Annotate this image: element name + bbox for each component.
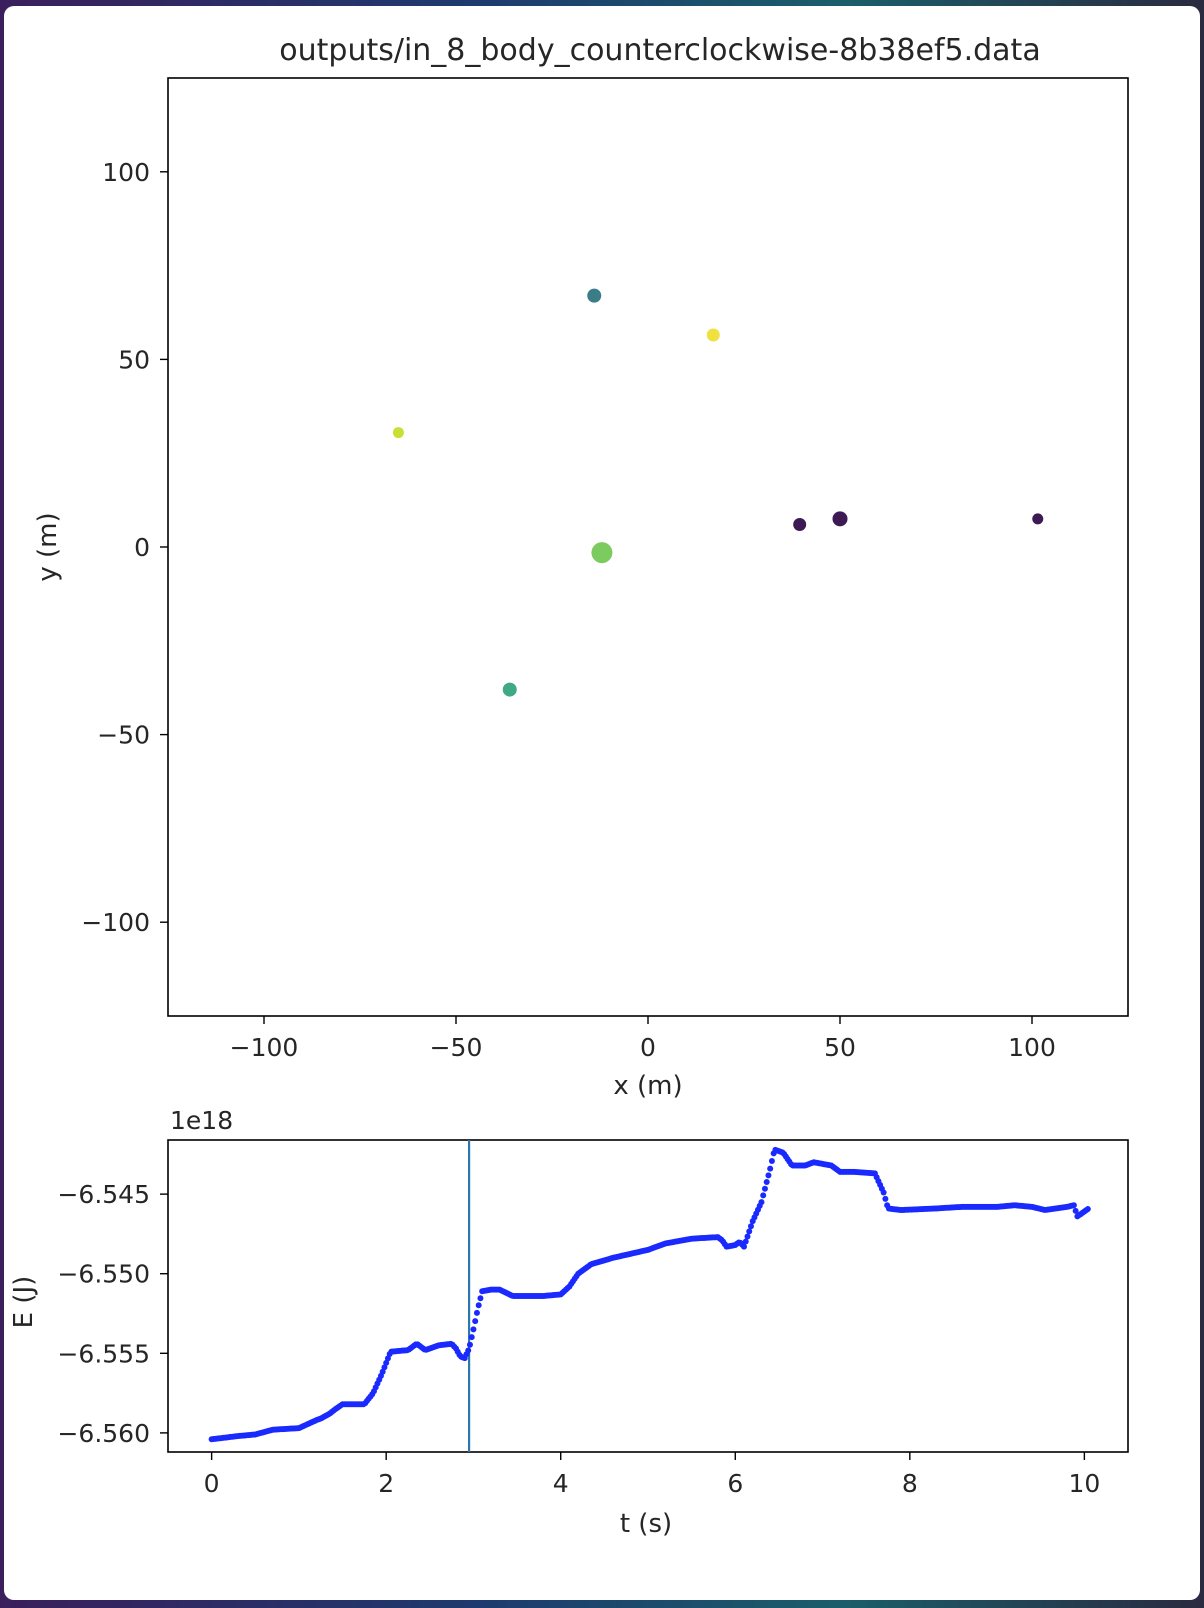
energy-point bbox=[477, 1295, 484, 1302]
energy-point bbox=[746, 1228, 753, 1235]
energy-point bbox=[1084, 1206, 1091, 1213]
x-tick-label: 6 bbox=[727, 1469, 743, 1498]
energy-point bbox=[1070, 1202, 1077, 1209]
y-tick-label: −6.550 bbox=[57, 1260, 150, 1289]
x-tick-label: 10 bbox=[1068, 1469, 1100, 1498]
energy-point bbox=[768, 1158, 775, 1165]
positions-axes-frame bbox=[167, 77, 1129, 1017]
positions-y-ticks: 100 50 0 −50 −100 bbox=[81, 158, 168, 937]
energy-point bbox=[767, 1165, 774, 1172]
x-tick-label: 4 bbox=[553, 1469, 569, 1498]
energy-point bbox=[475, 1302, 482, 1309]
energy-point bbox=[763, 1179, 770, 1186]
figure-canvas: outputs/in_8_body_counterclockwise-8b38e… bbox=[9, 33, 1129, 1539]
energy-offset-label: 1e18 bbox=[170, 1106, 233, 1135]
energy-x-ticks: 0 2 4 6 8 10 bbox=[204, 1452, 1100, 1498]
y-tick-label: −6.560 bbox=[57, 1419, 150, 1448]
energy-y-ticks: −6.545 −6.550 −6.555 −6.560 bbox=[57, 1180, 168, 1448]
x-tick-label: 2 bbox=[378, 1469, 394, 1498]
energy-point bbox=[747, 1223, 754, 1230]
body-point-6 bbox=[1032, 513, 1044, 525]
body-point-8 bbox=[502, 682, 517, 697]
energy-point bbox=[465, 1347, 472, 1354]
positions-points bbox=[392, 288, 1044, 697]
energy-plot: 1e18 0 2 4 6 8 10 −6.545 −6.550 −6.555 −6.560 t … bbox=[9, 1106, 1129, 1539]
x-tick-label: 8 bbox=[902, 1469, 918, 1498]
energy-x-axis-label: t (s) bbox=[620, 1509, 672, 1539]
energy-point bbox=[1072, 1207, 1079, 1214]
y-tick-label: 50 bbox=[118, 345, 150, 374]
body-point-2 bbox=[706, 328, 720, 342]
energy-point bbox=[761, 1185, 768, 1192]
energy-axes-frame bbox=[167, 1139, 1129, 1453]
y-tick-label: −100 bbox=[81, 908, 150, 937]
energy-point bbox=[765, 1172, 772, 1179]
energy-point bbox=[472, 1318, 479, 1325]
plot-title: outputs/in_8_body_counterclockwise-8b38e… bbox=[279, 33, 1040, 68]
y-tick-label: 100 bbox=[102, 158, 150, 187]
x-tick-label: 100 bbox=[1008, 1033, 1056, 1062]
energy-point bbox=[882, 1195, 889, 1202]
x-tick-label: 50 bbox=[824, 1033, 856, 1062]
energy-y-axis-label: E (J) bbox=[9, 1276, 39, 1329]
positions-x-axis-label: x (m) bbox=[613, 1071, 682, 1101]
energy-point bbox=[758, 1199, 765, 1206]
x-tick-label: 0 bbox=[640, 1033, 656, 1062]
energy-point bbox=[742, 1238, 749, 1245]
body-point-5 bbox=[832, 511, 848, 527]
energy-point bbox=[741, 1243, 747, 1250]
x-tick-label: −50 bbox=[430, 1033, 483, 1062]
body-point-1 bbox=[587, 288, 602, 303]
x-tick-label: 0 bbox=[204, 1469, 220, 1498]
y-tick-label: −6.545 bbox=[57, 1180, 150, 1209]
energy-point bbox=[880, 1189, 887, 1196]
positions-y-axis-label: y (m) bbox=[33, 512, 63, 581]
x-tick-label: −100 bbox=[230, 1033, 299, 1062]
y-tick-label: −6.555 bbox=[57, 1339, 150, 1368]
body-point-3 bbox=[392, 427, 404, 439]
energy-point bbox=[468, 1334, 475, 1341]
energy-point bbox=[760, 1192, 767, 1199]
energy-point bbox=[473, 1309, 480, 1316]
positions-plot: outputs/in_8_body_counterclockwise-8b38e… bbox=[33, 33, 1129, 1101]
body-point-4 bbox=[793, 517, 807, 531]
body-point-7 bbox=[591, 542, 613, 564]
y-tick-label: 0 bbox=[134, 533, 150, 562]
y-tick-label: −50 bbox=[97, 721, 150, 750]
positions-x-ticks: −100 −50 0 50 100 bbox=[230, 1016, 1056, 1062]
energy-point bbox=[470, 1326, 477, 1333]
energy-points bbox=[208, 1146, 1091, 1443]
energy-point bbox=[466, 1341, 473, 1348]
energy-point bbox=[744, 1233, 751, 1240]
figure-window: outputs/in_8_body_counterclockwise-8b38e… bbox=[4, 6, 1200, 1600]
